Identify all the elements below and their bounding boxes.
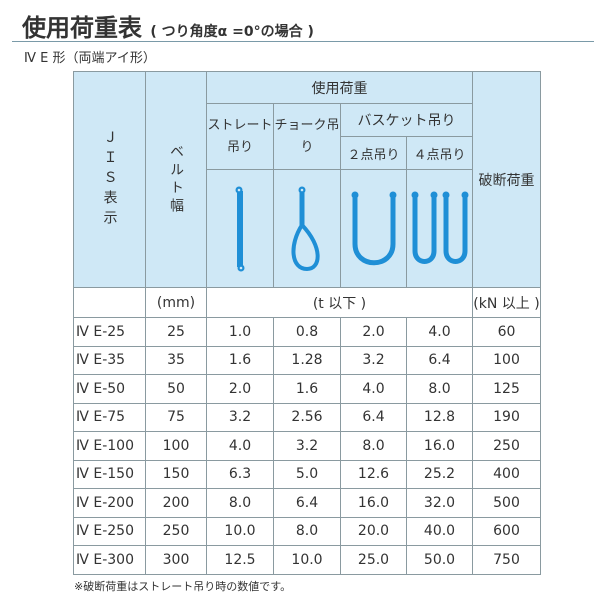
basket-two-point-icon — [340, 169, 407, 288]
footnote: ※破断荷重はストレート吊り時の数値です。 — [74, 580, 292, 593]
choke-load: 1.6 — [273, 374, 341, 404]
choke-load: 2.56 — [273, 402, 341, 432]
jis-code: Ⅳ E-150 — [73, 459, 146, 489]
straight-load: 10.0 — [206, 516, 274, 546]
belt-label: ベルト幅 — [168, 143, 184, 216]
basket-two-load: 12.6 — [340, 459, 407, 489]
breaking-load: 190 — [472, 402, 541, 432]
basket-two-load: 16.0 — [340, 488, 407, 518]
table-row: Ⅳ E-35 35 1.6 1.28 3.2 6.4 100 — [73, 345, 541, 375]
table-row: Ⅳ E-50 50 2.0 1.6 4.0 8.0 125 — [73, 374, 541, 404]
belt-width: 150 — [145, 459, 207, 489]
jis-code: Ⅳ E-100 — [73, 431, 146, 461]
belt-width: 50 — [145, 374, 207, 404]
units-breaking: (kN 以上 ) — [472, 287, 541, 318]
title-text: 使用荷重表 — [22, 14, 142, 42]
belt-width: 75 — [145, 402, 207, 432]
divider — [12, 41, 594, 42]
breaking-load: 250 — [472, 431, 541, 461]
choke-load: 0.8 — [273, 317, 341, 347]
two-point-header: ２点吊り — [340, 136, 407, 170]
basket-two-load: 25.0 — [340, 545, 407, 575]
jis-code: Ⅳ E-35 — [73, 345, 146, 375]
belt-width: 100 — [145, 431, 207, 461]
subtitle: Ⅳ E 形（両端アイ形） — [24, 51, 156, 66]
basket-four-load: 32.0 — [406, 488, 473, 518]
belt-width: 250 — [145, 516, 207, 546]
breaking-load: 500 — [472, 488, 541, 518]
straight-load: 3.2 — [206, 402, 274, 432]
four-point-header: ４点吊り — [406, 136, 473, 170]
choke-load: 5.0 — [273, 459, 341, 489]
basket-four-load: 12.8 — [406, 402, 473, 432]
breaking-load: 60 — [472, 317, 541, 347]
breaking-load: 100 — [472, 345, 541, 375]
belt-header: ベルト幅 — [145, 71, 207, 288]
choke-load: 8.0 — [273, 516, 341, 546]
breaking-load: 400 — [472, 459, 541, 489]
basket-four-load: 40.0 — [406, 516, 473, 546]
basket-two-load: 8.0 — [340, 431, 407, 461]
straight-load: 1.0 — [206, 317, 274, 347]
straight-sling-icon — [206, 169, 274, 288]
working-load-header: 使用荷重 — [206, 71, 473, 104]
choke-load: 1.28 — [273, 345, 341, 375]
breaking-load: 600 — [472, 516, 541, 546]
load-table: ＪＩＳ表示 ベルト幅 使用荷重 破断荷重 ストレート吊り チョーク吊り バスケッ… — [73, 71, 541, 575]
belt-width: 25 — [145, 317, 207, 347]
basket-four-load: 25.2 — [406, 459, 473, 489]
title-sub: ( つり角度α =0°の場合 ) — [150, 24, 314, 40]
jis-code: Ⅳ E-75 — [73, 402, 146, 432]
choke-load: 10.0 — [273, 545, 341, 575]
table-row: Ⅳ E-75 75 3.2 2.56 6.4 12.8 190 — [73, 402, 541, 432]
basket-two-load: 4.0 — [340, 374, 407, 404]
basket-two-load: 20.0 — [340, 516, 407, 546]
table-row: Ⅳ E-200 200 8.0 6.4 16.0 32.0 500 — [73, 488, 541, 518]
straight-load: 6.3 — [206, 459, 274, 489]
belt-width: 35 — [145, 345, 207, 375]
units-load: (t 以下 ) — [206, 287, 473, 318]
belt-width: 300 — [145, 545, 207, 575]
breaking-header: 破断荷重 — [472, 71, 541, 288]
units-row: (mm) (t 以下 ) (kN 以上 ) — [73, 287, 541, 318]
table-row: Ⅳ E-25 25 1.0 0.8 2.0 4.0 60 — [73, 317, 541, 347]
straight-load: 2.0 — [206, 374, 274, 404]
straight-load: 8.0 — [206, 488, 274, 518]
jis-code: Ⅳ E-50 — [73, 374, 146, 404]
basket-four-load: 4.0 — [406, 317, 473, 347]
breaking-load: 750 — [472, 545, 541, 575]
belt-width: 200 — [145, 488, 207, 518]
choke-load: 3.2 — [273, 431, 341, 461]
basket-four-load: 8.0 — [406, 374, 473, 404]
units-belt: (mm) — [145, 287, 207, 318]
basket-four-load: 50.0 — [406, 545, 473, 575]
breaking-load: 125 — [472, 374, 541, 404]
straight-load: 12.5 — [206, 545, 274, 575]
units-blank — [73, 287, 146, 318]
jis-code: Ⅳ E-200 — [73, 488, 146, 518]
choke-load: 6.4 — [273, 488, 341, 518]
jis-header: ＪＩＳ表示 — [73, 71, 146, 288]
basket-two-load: 2.0 — [340, 317, 407, 347]
page-title: 使用荷重表 ( つり角度α =0°の場合 ) — [22, 8, 314, 43]
basket-four-load: 6.4 — [406, 345, 473, 375]
jis-code: Ⅳ E-250 — [73, 516, 146, 546]
jis-code: Ⅳ E-25 — [73, 317, 146, 347]
basket-header: バスケット吊り — [340, 103, 473, 137]
straight-load: 4.0 — [206, 431, 274, 461]
straight-header: ストレート吊り — [206, 103, 274, 170]
straight-load: 1.6 — [206, 345, 274, 375]
basket-two-load: 3.2 — [340, 345, 407, 375]
basket-four-load: 16.0 — [406, 431, 473, 461]
basket-two-load: 6.4 — [340, 402, 407, 432]
choke-sling-icon — [273, 169, 341, 288]
choke-header: チョーク吊り — [273, 103, 341, 170]
table-row: Ⅳ E-150 150 6.3 5.0 12.6 25.2 400 — [73, 459, 541, 489]
table-row: Ⅳ E-250 250 10.0 8.0 20.0 40.0 600 — [73, 516, 541, 546]
jis-label: ＪＩＳ表示 — [101, 129, 118, 230]
jis-code: Ⅳ E-300 — [73, 545, 146, 575]
table-row: Ⅳ E-100 100 4.0 3.2 8.0 16.0 250 — [73, 431, 541, 461]
basket-four-point-icon — [406, 169, 473, 288]
table-row: Ⅳ E-300 300 12.5 10.0 25.0 50.0 750 — [73, 545, 541, 575]
